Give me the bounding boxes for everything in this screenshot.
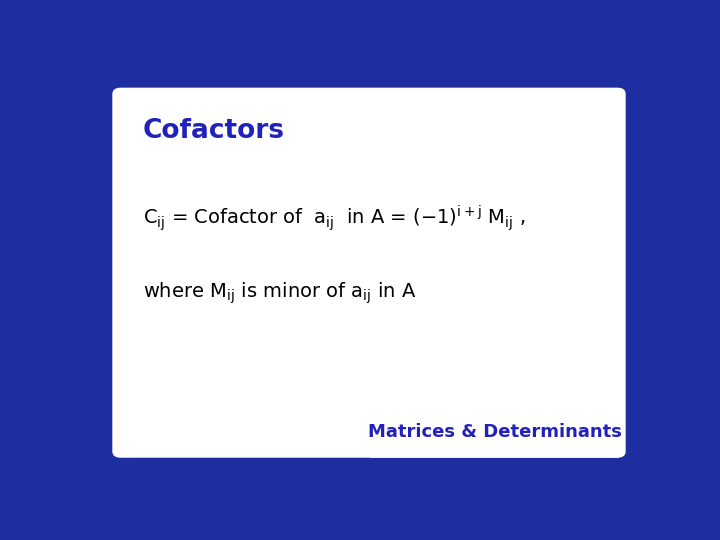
Text: Matrices & Determinants: Matrices & Determinants	[368, 423, 621, 441]
FancyBboxPatch shape	[369, 406, 620, 458]
FancyBboxPatch shape	[112, 87, 626, 458]
Text: where $\mathsf{M_{ij}}$ is minor of $\mathsf{a_{ij}}$ in A: where $\mathsf{M_{ij}}$ is minor of $\ma…	[143, 281, 416, 306]
Text: Cofactors: Cofactors	[143, 118, 285, 144]
Text: $\mathsf{C_{ij}}$ = Cofactor of  $\mathsf{a_{ij}}$  in A = $\mathsf{(-1)^{i+j}}$: $\mathsf{C_{ij}}$ = Cofactor of $\mathsf…	[143, 204, 526, 233]
